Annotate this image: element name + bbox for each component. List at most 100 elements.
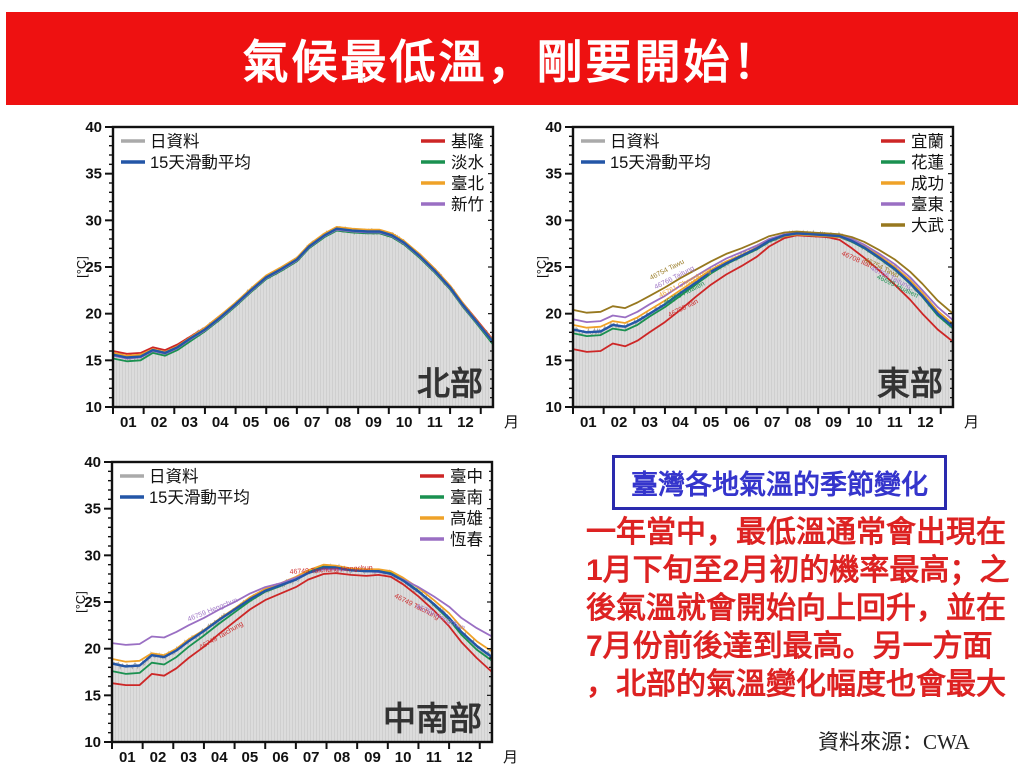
area-fill bbox=[112, 564, 492, 742]
info-title-label: 臺灣各地氣溫的季節變化 bbox=[631, 470, 928, 500]
x-tick-label: 06 bbox=[733, 414, 750, 431]
x-axis-unit-label: 月 bbox=[503, 749, 518, 766]
y-tick-label: 10 bbox=[84, 734, 101, 751]
legend-label-city: 新竹 bbox=[451, 195, 484, 214]
x-axis-unit-label: 月 bbox=[504, 414, 519, 431]
legend-label-city: 成功 bbox=[911, 174, 944, 193]
legend-label-city: 大武 bbox=[911, 216, 944, 235]
description-text: 一年當中，最低溫通常會出現在1月下旬至2月初的機率最高；之後氣溫就會開始向上回升… bbox=[586, 516, 1010, 701]
x-tick-label: 03 bbox=[641, 414, 658, 431]
legend-label: 15天滑動平均 bbox=[610, 153, 711, 172]
x-tick-label: 08 bbox=[333, 749, 350, 766]
x-tick-label: 10 bbox=[856, 414, 873, 431]
x-tick-label: 02 bbox=[611, 414, 628, 431]
x-tick-label: 11 bbox=[427, 414, 443, 431]
x-tick-label: 11 bbox=[887, 414, 903, 431]
y-tick-label: 10 bbox=[85, 399, 102, 416]
chart-north-region: 10 15 20 25 30 35 40 01 02 03 04 05 06 07 08 09 10 11 12 月 [… bbox=[74, 111, 522, 431]
region-label: 北部 bbox=[417, 365, 483, 402]
y-tick-label: 40 bbox=[85, 119, 102, 136]
y-tick-label: 35 bbox=[84, 501, 101, 518]
x-tick-label: 05 bbox=[242, 749, 259, 766]
y-tick-label: 30 bbox=[85, 212, 102, 229]
series-line-大武 bbox=[572, 230, 954, 315]
legend-label-city: 恆春 bbox=[450, 530, 483, 549]
x-tick-label: 01 bbox=[580, 414, 597, 431]
y-tick-label: 35 bbox=[85, 166, 102, 183]
region-label: 中南部 bbox=[383, 700, 482, 737]
x-tick-label: 10 bbox=[396, 414, 413, 431]
x-tick-label: 06 bbox=[273, 414, 290, 431]
x-tick-label: 04 bbox=[212, 414, 229, 431]
legend-label: 日資料 bbox=[610, 132, 660, 151]
legend-label: 日資料 bbox=[150, 132, 200, 151]
legend-label-city: 臺中 bbox=[450, 467, 483, 486]
x-tick-label: 06 bbox=[272, 749, 289, 766]
x-tick-label: 10 bbox=[395, 749, 412, 766]
x-tick-label: 08 bbox=[794, 414, 811, 431]
data-source-prefix: 資料來源： bbox=[818, 731, 923, 754]
x-tick-label: 02 bbox=[150, 749, 167, 766]
y-tick-label: 25 bbox=[84, 594, 101, 611]
data-source-value: CWA bbox=[923, 730, 970, 754]
moving-average-line bbox=[111, 566, 493, 668]
y-tick-label: 35 bbox=[545, 166, 562, 183]
x-tick-label: 09 bbox=[365, 414, 382, 431]
x-tick-label: 04 bbox=[672, 414, 689, 431]
legend-label-city: 臺東 bbox=[911, 195, 944, 214]
x-tick-label: 04 bbox=[211, 749, 228, 766]
legend-label-city: 基隆 bbox=[451, 132, 485, 151]
series-line-宜蘭 bbox=[572, 234, 954, 353]
y-tick-label: 25 bbox=[545, 259, 562, 276]
info-title-box: 臺灣各地氣溫的季節變化 bbox=[612, 455, 947, 510]
x-tick-label: 09 bbox=[364, 749, 381, 766]
x-tick-label: 03 bbox=[181, 414, 198, 431]
x-tick-label: 02 bbox=[151, 414, 168, 431]
y-tick-label: 15 bbox=[545, 352, 562, 369]
x-tick-label: 12 bbox=[457, 414, 474, 431]
x-axis-unit-label: 月 bbox=[964, 414, 979, 431]
x-tick-label: 05 bbox=[703, 414, 720, 431]
x-tick-label: 05 bbox=[243, 414, 260, 431]
series-line-臺東 bbox=[572, 231, 954, 324]
series-line-臺中 bbox=[111, 572, 493, 687]
area-fill bbox=[573, 231, 953, 407]
legend-label: 日資料 bbox=[149, 467, 199, 486]
x-tick-label: 12 bbox=[456, 749, 473, 766]
x-tick-label: 03 bbox=[180, 749, 197, 766]
chart-east-region: 46754 Tawu 46766 Taitung 46761 Chengkung 46… bbox=[534, 111, 982, 431]
y-axis-unit-label: [°C] bbox=[537, 256, 549, 278]
x-tick-label: 08 bbox=[334, 414, 351, 431]
legend-label-city: 臺南 bbox=[450, 488, 483, 507]
y-tick-label: 15 bbox=[85, 352, 102, 369]
y-tick-label: 20 bbox=[84, 641, 101, 658]
y-tick-label: 25 bbox=[85, 259, 102, 276]
y-tick-label: 20 bbox=[545, 306, 562, 323]
moving-average-line bbox=[112, 227, 494, 359]
x-tick-label: 11 bbox=[426, 749, 442, 766]
legend-label-city: 臺北 bbox=[451, 174, 485, 193]
legend-label-city: 花蓮 bbox=[911, 153, 944, 172]
chart-central-south-region: 46759 Hengchun 46749 Taichung 46749 Taichu… bbox=[73, 446, 521, 766]
x-tick-label: 07 bbox=[304, 414, 321, 431]
y-tick-label: 10 bbox=[545, 399, 562, 416]
legend-label: 15天滑動平均 bbox=[150, 153, 251, 172]
x-tick-label: 01 bbox=[120, 414, 137, 431]
x-tick-label: 01 bbox=[119, 749, 136, 766]
data-source: 資料來源：CWA bbox=[818, 726, 970, 756]
y-tick-label: 40 bbox=[545, 119, 562, 136]
y-tick-label: 40 bbox=[84, 454, 101, 471]
x-tick-label: 09 bbox=[825, 414, 842, 431]
y-tick-label: 30 bbox=[84, 547, 101, 564]
station-annotation: 46749 Taichung Hengchun bbox=[289, 565, 373, 576]
title-banner: 氣候最低溫，剛要開始！ bbox=[6, 12, 1018, 105]
series-line-高雄 bbox=[111, 563, 493, 663]
y-tick-label: 30 bbox=[545, 212, 562, 229]
legend-label-city: 高雄 bbox=[450, 509, 483, 528]
legend-label-city: 淡水 bbox=[451, 153, 485, 172]
page-title: 氣候最低溫，剛要開始！ bbox=[242, 35, 782, 88]
y-axis-unit-label: [°C] bbox=[77, 256, 89, 278]
